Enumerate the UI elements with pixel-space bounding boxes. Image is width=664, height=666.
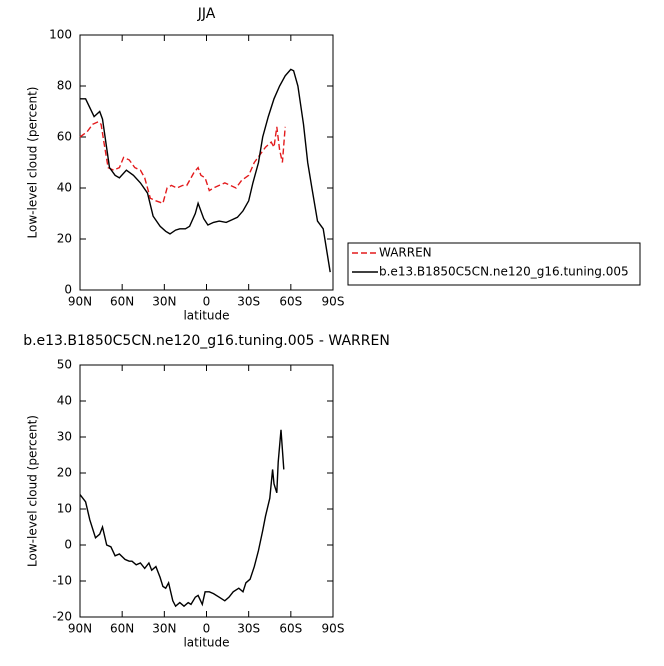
y-tick-label: 100 [49, 28, 72, 42]
x-tick-label: 90S [322, 295, 345, 309]
x-tick-label: 90S [322, 622, 345, 636]
x-tick-label: 30S [237, 295, 260, 309]
x-tick-label: 30S [237, 622, 260, 636]
legend-box [347, 242, 641, 286]
y-axis-label: Low-level cloud (percent) [26, 87, 40, 239]
data-line [79, 429, 285, 608]
y-tick-label: 40 [57, 394, 72, 408]
x-tick-label: 0 [203, 295, 211, 309]
data-line [79, 120, 286, 205]
legend-label: b.e13.B1850C5CN.ne120_g16.tuning.005 [379, 265, 629, 279]
y-tick-label: 0 [64, 283, 72, 297]
x-tick-label: 90N [68, 295, 92, 309]
x-tick-label: 60S [279, 295, 302, 309]
y-tick-label: 50 [57, 358, 72, 372]
x-tick-label: 0 [203, 622, 211, 636]
y-tick-label: 20 [57, 232, 72, 246]
y-tick-label: -10 [52, 574, 72, 588]
x-axis-label: latitude [183, 309, 229, 323]
chart-title: b.e13.B1850C5CN.ne120_g16.tuning.005 - W… [23, 333, 390, 349]
y-tick-label: 40 [57, 181, 72, 195]
y-tick-label: 80 [57, 79, 72, 93]
y-axis-label: Low-level cloud (percent) [26, 415, 40, 567]
x-tick-label: 30N [152, 295, 176, 309]
x-tick-label: 90N [68, 622, 92, 636]
x-tick-label: 30N [152, 622, 176, 636]
plot-frame [79, 364, 334, 618]
x-tick-label: 60N [110, 295, 134, 309]
x-tick-label: 60N [110, 622, 134, 636]
y-tick-label: 60 [57, 130, 72, 144]
plot-frame [79, 34, 334, 291]
y-tick-label: 10 [57, 502, 72, 516]
legend-label: WARREN [379, 246, 432, 260]
y-tick-label: 30 [57, 430, 72, 444]
x-axis-label: latitude [183, 636, 229, 650]
y-tick-label: -20 [52, 610, 72, 624]
y-tick-label: 0 [64, 538, 72, 552]
data-line [80, 68, 331, 273]
chart-title: JJA [197, 6, 216, 22]
y-tick-label: 20 [57, 466, 72, 480]
x-tick-label: 60S [279, 622, 302, 636]
